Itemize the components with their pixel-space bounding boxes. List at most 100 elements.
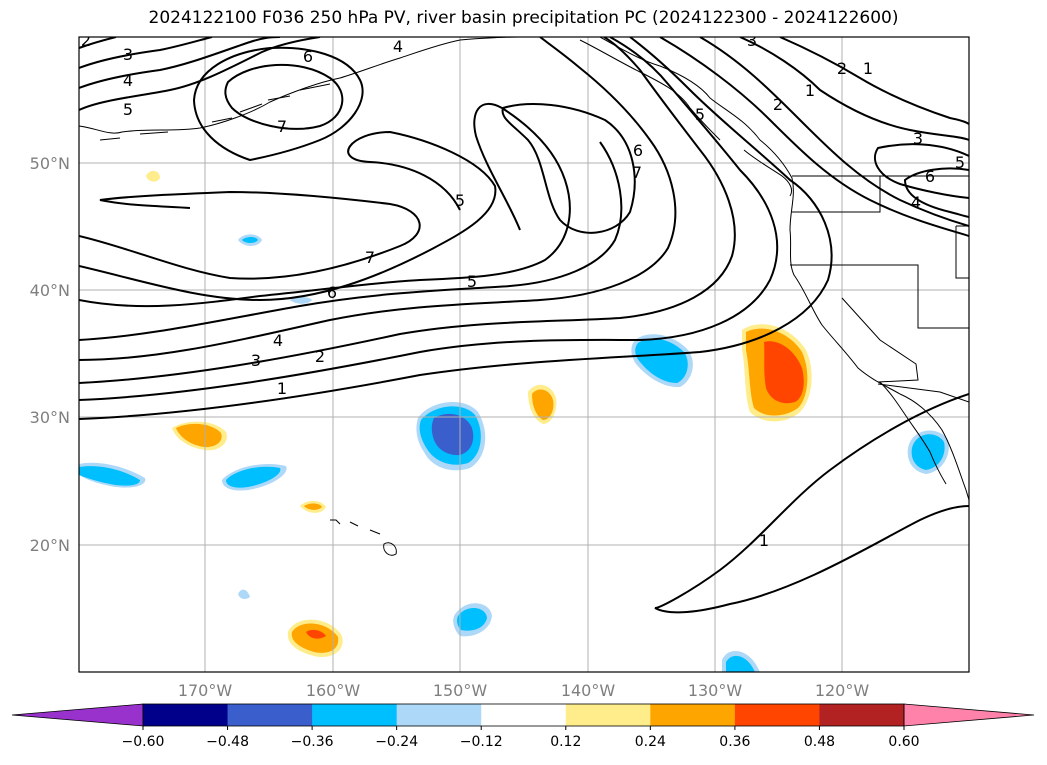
pv-contour — [79, 37, 321, 111]
colorbar-tick-label: 0.12 — [550, 734, 581, 750]
pv-contour — [79, 130, 497, 302]
contour-label: 3 — [123, 45, 133, 64]
contour-label: 5 — [695, 105, 705, 124]
pv-contour — [79, 190, 421, 280]
contour-label: 6 — [925, 167, 935, 186]
lon-label: 120°W — [815, 681, 870, 700]
pv-contour — [224, 63, 344, 130]
contour-label: 4 — [123, 71, 133, 90]
contour-label: 7 — [632, 163, 642, 182]
lon-label: 150°W — [433, 681, 488, 700]
colorbar-segment — [396, 704, 482, 726]
colorbar-segment — [734, 704, 820, 726]
contour-label: 5 — [123, 100, 133, 119]
precip-anomaly-shading — [79, 170, 949, 672]
pv-contour-labels: 2 3 4 5 6 7 4 7 5 6 5 6 7 5 4 3 2 1 3 2 … — [81, 31, 965, 550]
anomaly-positive-strong — [764, 341, 804, 404]
north-america-coast — [599, 37, 969, 501]
vancouver-island — [743, 149, 793, 197]
contour-label: 5 — [467, 272, 477, 291]
anomaly-negative-strong — [431, 413, 474, 456]
colorbar-tick-label: 0.48 — [804, 734, 835, 750]
colorbar-outline — [142, 703, 905, 727]
contour-label: 6 — [303, 47, 313, 66]
lat-label: 50°N — [30, 154, 70, 173]
lon-label: 140°W — [561, 681, 616, 700]
contour-label: 3 — [251, 351, 261, 370]
colorbar-extend-max — [903, 703, 1035, 727]
lat-label: 30°N — [30, 408, 70, 427]
coastlines — [79, 37, 969, 556]
pv-contour — [654, 393, 969, 614]
pv-contour — [739, 37, 969, 141]
contour-label: 1 — [759, 531, 769, 550]
pv-contour — [79, 37, 779, 401]
colorbar-segment — [312, 704, 398, 726]
pv-contour — [79, 37, 736, 384]
colorbar-segment — [650, 704, 736, 726]
anomaly-negative — [79, 466, 140, 486]
anomaly-negative — [635, 338, 688, 383]
pv-contour — [873, 143, 969, 199]
anomaly-negative — [242, 237, 258, 243]
pv-contour — [659, 37, 969, 237]
anomaly-positive — [176, 423, 222, 448]
anomaly-negative — [290, 297, 312, 304]
anomaly-positive — [532, 389, 554, 420]
contour-label: 4 — [273, 331, 283, 350]
pv-contour — [903, 167, 969, 218]
contour-label: 3 — [913, 129, 923, 148]
pv-contour — [501, 103, 636, 234]
colorbar-ticks: −0.60 −0.48 −0.36 −0.24 −0.12 0.12 0.24 0.36 0.4… — [122, 726, 920, 750]
colorbar-segment — [481, 704, 567, 726]
contour-label: 6 — [327, 283, 337, 302]
map-title: 2024122100 F036 250 hPa PV, river basin … — [148, 8, 899, 28]
pv-contour — [79, 102, 571, 308]
longitude-labels: 170°W 160°W 150°W 140°W 130°W 120°W — [178, 681, 870, 700]
colorbar-segment — [565, 704, 651, 726]
colorbar-tick-label: 0.24 — [635, 734, 666, 750]
contour-label: 5 — [455, 191, 465, 210]
lat-label: 40°N — [30, 281, 70, 300]
colorbar-segment — [819, 704, 905, 726]
pv-contour — [79, 37, 281, 89]
alaska-panhandle — [579, 39, 721, 141]
state-border — [841, 297, 919, 383]
state-border — [877, 383, 969, 403]
contour-label: 2 — [773, 95, 783, 114]
contour-label: 3 — [747, 31, 757, 50]
colorbar-tick-label: −0.24 — [375, 734, 418, 750]
contour-label: 1 — [863, 59, 873, 78]
baja-peninsula — [879, 381, 947, 485]
aleutian-islands — [99, 83, 331, 141]
anomaly-positive — [304, 503, 322, 510]
colorbar — [11, 703, 1035, 727]
lat-label: 20°N — [30, 536, 70, 555]
colorbar-segment — [227, 704, 313, 726]
state-border — [790, 264, 969, 329]
pv-contour — [79, 37, 833, 420]
anomaly-positive-strong — [306, 629, 326, 639]
pv-contour — [79, 37, 213, 69]
hawaii-islands — [330, 519, 397, 556]
graticule — [79, 37, 969, 672]
map-panel — [79, 37, 969, 672]
contour-label: 4 — [911, 193, 921, 212]
anomaly-negative — [457, 607, 487, 631]
contour-label: 2 — [837, 59, 847, 78]
contour-label: 2 — [315, 347, 325, 366]
colorbar-tick-label: 0.36 — [719, 734, 750, 750]
anomaly-negative — [238, 589, 250, 599]
contour-label: 6 — [633, 141, 643, 160]
pv-contour — [79, 37, 677, 361]
colorbar-tick-label: 0.60 — [888, 734, 919, 750]
alaska-coast — [79, 37, 521, 134]
lon-label: 130°W — [688, 681, 743, 700]
latitude-labels: 50°N 40°N 30°N 20°N — [30, 154, 70, 555]
pv-contour — [192, 46, 364, 162]
pv-contour — [699, 37, 969, 227]
colorbar-extend-min — [11, 703, 144, 727]
anomaly-negative — [226, 466, 281, 488]
lon-label: 170°W — [178, 681, 233, 700]
